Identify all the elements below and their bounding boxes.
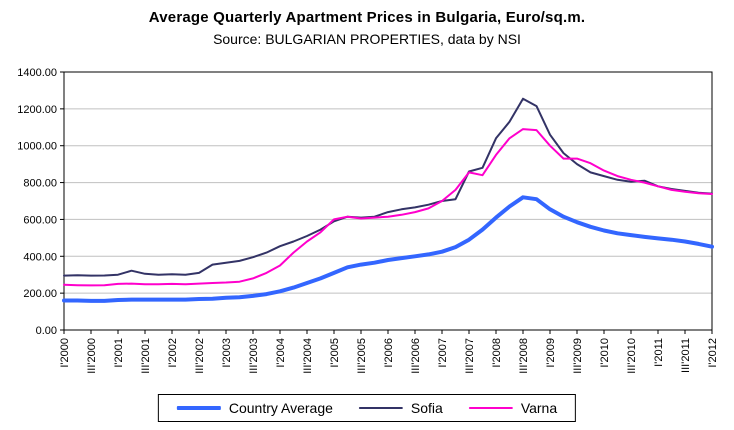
x-tick-label: III'2010 (626, 338, 638, 374)
y-tick-label: 600.00 (23, 214, 57, 226)
x-tick-label: I'2011 (653, 338, 665, 367)
chart-title: Average Quarterly Apartment Prices in Bu… (148, 9, 586, 26)
x-tick-label: III'2009 (572, 338, 584, 374)
x-tick-label: III'2006 (410, 338, 422, 374)
y-tick-label: 200.00 (23, 288, 57, 300)
y-tick-label: 400.00 (23, 251, 57, 263)
gridlines (64, 108, 712, 294)
varna-line-sample (468, 407, 513, 409)
y-tick-label: 0.00 (36, 325, 57, 337)
series-line-varna (63, 128, 713, 287)
legend-label-varna: Varna (520, 400, 558, 416)
series-line-country-average (62, 195, 714, 303)
sofia-line-sample (358, 407, 403, 409)
y-tick-label: 800.00 (23, 178, 57, 190)
x-tick-label: I'2004 (275, 338, 287, 368)
x-tick-label: III'2005 (356, 338, 368, 374)
legend-label-country-average: Country Average (228, 400, 333, 416)
x-tick-label: III'2003 (248, 338, 260, 374)
series-line-sofia (63, 97, 713, 277)
x-tick-label: I'2001 (113, 338, 125, 368)
x-tick-label: I'2008 (491, 338, 503, 368)
legend-label-sofia: Sofia (410, 400, 443, 416)
country-average-line-sample (176, 406, 221, 410)
x-tick-label: III'2011 (680, 338, 692, 373)
x-tick-label: I'2009 (545, 338, 557, 368)
legend-item-country-average: Country Average (176, 400, 333, 416)
x-axis-labels: I'2000 III'2000 I'2001 III'2001 I'2002 III'20… (59, 330, 719, 374)
x-tick-label: III'2007 (464, 338, 476, 374)
x-tick-label: III'2004 (302, 338, 314, 374)
x-tick-label: III'2008 (518, 338, 530, 374)
legend-item-varna: Varna (468, 400, 558, 416)
y-tick-label: 1400.00 (17, 67, 57, 79)
price-chart-plot: 0.00 200.00 400.00 600.00 800.00 1000.00 1200.… (17, 67, 719, 374)
x-tick-label: I'2007 (437, 338, 449, 368)
x-tick-label: I'2006 (383, 338, 395, 368)
plot-border (63, 71, 713, 331)
x-tick-label: I'2003 (221, 338, 233, 368)
x-tick-label: III'2002 (194, 338, 206, 374)
y-axis-labels: 0.00 200.00 400.00 600.00 800.00 1000.00 1200.… (17, 67, 64, 337)
legend: Country Average Sofia Varna (157, 394, 577, 422)
legend-item-sofia: Sofia (358, 400, 443, 416)
x-tick-label: I'2002 (167, 338, 179, 368)
y-tick-label: 1200.00 (17, 104, 57, 116)
x-tick-label: I'2010 (599, 338, 611, 368)
x-tick-label: III'2001 (140, 338, 152, 374)
x-tick-label: I'2005 (329, 338, 341, 368)
y-tick-label: 1000.00 (17, 141, 57, 153)
x-tick-label: I'2000 (59, 338, 71, 368)
x-tick-label: III'2000 (86, 338, 98, 374)
x-tick-label: I'2012 (707, 338, 719, 368)
chart-subtitle: Source: BULGARIAN PROPERTIES, data by NS… (213, 31, 521, 47)
